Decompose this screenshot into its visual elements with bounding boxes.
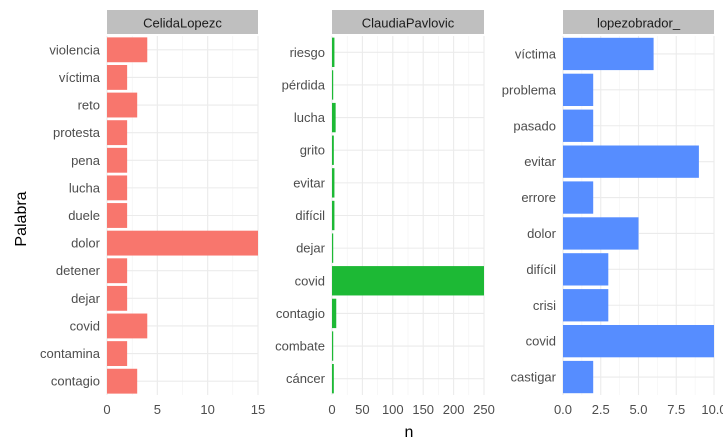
y-tick-label: pasado <box>513 118 556 133</box>
bar <box>332 233 334 263</box>
y-tick-label: víctima <box>59 70 101 85</box>
y-axis-title: Palabra <box>13 191 30 246</box>
y-tick-label: errore <box>521 190 556 205</box>
x-tick-label: 0.0 <box>554 402 572 417</box>
bar <box>107 230 258 256</box>
bar <box>563 217 639 250</box>
bar <box>332 135 334 165</box>
y-tick-label: evitar <box>293 175 325 190</box>
y-tick-label: pena <box>71 153 101 168</box>
y-tick-label: grito <box>300 143 325 158</box>
y-tick-label: contagio <box>51 374 100 389</box>
facet-panel: violencia víctima reto protesta pena lucha due… <box>40 10 265 417</box>
bar <box>332 70 334 100</box>
y-tick-label: detener <box>56 263 101 278</box>
facet-title: lopezobrador_ <box>597 16 681 31</box>
bar <box>107 258 128 284</box>
x-tick-label: 10.0 <box>701 402 723 417</box>
y-tick-label: reto <box>78 98 100 113</box>
y-tick-label: difícil <box>295 208 325 223</box>
y-tick-label: duele <box>68 208 100 223</box>
y-tick-label: dolor <box>71 236 101 251</box>
y-tick-label: dejar <box>296 241 326 256</box>
facet-strip <box>563 10 714 34</box>
y-tick-label: dejar <box>71 291 101 306</box>
bar <box>107 285 128 311</box>
y-tick-label: pérdida <box>282 77 326 92</box>
bar <box>563 289 609 322</box>
x-tick-label: 5 <box>154 402 161 417</box>
bar <box>332 363 334 394</box>
y-tick-label: riesgo <box>290 45 325 60</box>
bar <box>332 200 335 231</box>
bar <box>332 298 337 329</box>
x-tick-label: 5.0 <box>629 402 647 417</box>
facet-strip <box>107 10 258 34</box>
x-tick-label: 2.5 <box>592 402 610 417</box>
bar <box>107 313 148 339</box>
y-tick-label: covid <box>526 334 556 349</box>
x-tick-label: 200 <box>443 402 465 417</box>
x-tick-label: 50 <box>355 402 369 417</box>
x-tick-label: 150 <box>412 402 434 417</box>
y-tick-label: violencia <box>49 42 100 57</box>
bar <box>107 203 128 228</box>
bar <box>332 102 336 133</box>
x-tick-label: 0 <box>103 402 110 417</box>
bar <box>107 120 128 146</box>
x-tick-label: 15 <box>251 402 265 417</box>
y-tick-label: covid <box>70 318 100 333</box>
y-tick-label: combate <box>275 339 325 354</box>
facet-panel: víctima problema pasado evitar errore dolor di… <box>502 10 723 417</box>
facet-title: ClaudiaPavlovic <box>362 16 455 31</box>
bar <box>107 341 128 367</box>
y-tick-label: cáncer <box>286 371 326 386</box>
facet-strip <box>332 10 484 34</box>
y-tick-label: evitar <box>524 154 556 169</box>
y-tick-label: difícil <box>526 262 556 277</box>
x-axis-title: n <box>405 424 414 441</box>
facet-title: CelidaLopezc <box>143 16 222 31</box>
y-tick-label: contamina <box>40 346 101 361</box>
y-tick-label: crisi <box>533 298 556 313</box>
bar <box>107 64 128 90</box>
bar <box>563 181 594 214</box>
bar <box>563 360 594 394</box>
bar <box>563 37 654 71</box>
y-tick-label: covid <box>295 273 325 288</box>
bar <box>563 253 609 286</box>
facet-panel: riesgo pérdida lucha grito evitar difícil deja… <box>275 10 495 417</box>
y-tick-label: dolor <box>527 226 557 241</box>
x-tick-label: 0 <box>328 402 335 417</box>
y-tick-label: castigar <box>510 370 556 385</box>
bar <box>332 168 335 198</box>
bar <box>332 37 335 68</box>
x-tick-label: 10 <box>200 402 214 417</box>
y-tick-label: problema <box>502 82 557 97</box>
bar <box>107 175 128 201</box>
bar <box>107 92 138 118</box>
x-tick-label: 250 <box>473 402 495 417</box>
y-tick-label: víctima <box>515 46 557 61</box>
bar <box>563 109 594 142</box>
bar <box>107 368 138 394</box>
bar <box>563 324 714 358</box>
x-tick-label: 100 <box>382 402 404 417</box>
y-tick-label: contagio <box>276 306 325 321</box>
bar <box>332 331 334 361</box>
bar <box>563 73 594 107</box>
y-tick-label: protesta <box>53 125 101 140</box>
bar <box>563 145 699 178</box>
bar <box>107 147 128 173</box>
y-tick-label: lucha <box>69 180 101 195</box>
bar <box>332 266 484 296</box>
x-tick-label: 7.5 <box>667 402 685 417</box>
bar <box>107 37 148 63</box>
y-tick-label: lucha <box>294 110 326 125</box>
